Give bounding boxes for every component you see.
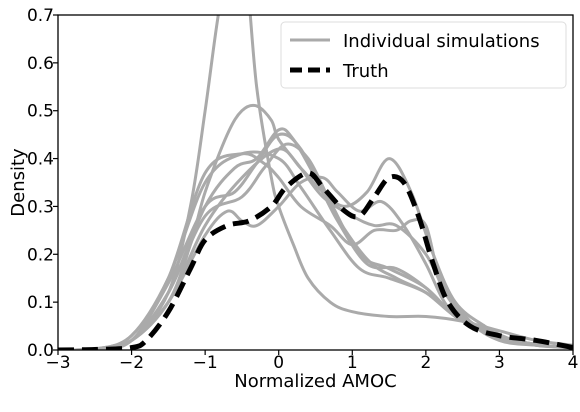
simulation-line-6 bbox=[58, 132, 573, 350]
x-tick-label: −3 bbox=[45, 353, 70, 373]
plot-frame bbox=[57, 14, 574, 351]
y-tick-label: 0.5 bbox=[27, 102, 54, 122]
simulation-line-9 bbox=[58, 175, 573, 350]
y-tick-label: 0.2 bbox=[27, 245, 54, 265]
plot-lines bbox=[58, 15, 573, 350]
x-tick-label: −2 bbox=[119, 353, 144, 373]
x-axis: −3 −2 −1 0 1 2 3 4 bbox=[45, 350, 578, 373]
y-axis: 0.0 0.1 0.2 0.3 0.4 0.5 0.6 0.7 bbox=[27, 6, 58, 361]
x-tick-label: 2 bbox=[420, 353, 431, 373]
x-tick-label: 0 bbox=[273, 353, 284, 373]
y-tick-label: 0.1 bbox=[27, 293, 54, 313]
legend: Individual simulations Truth bbox=[280, 21, 567, 89]
simulation-line-2 bbox=[58, 103, 573, 350]
x-axis-label: Normalized AMOC bbox=[234, 371, 396, 392]
legend-simulations-label: Individual simulations bbox=[343, 31, 540, 52]
y-tick-label: 0.7 bbox=[27, 6, 54, 26]
simulation-line-5 bbox=[58, 127, 573, 350]
y-axis-label: Density bbox=[8, 148, 29, 217]
x-tick-label: 1 bbox=[347, 353, 358, 373]
truth-line bbox=[58, 170, 573, 350]
x-tick-label: 3 bbox=[494, 353, 505, 373]
legend-truth-label: Truth bbox=[342, 61, 389, 82]
y-tick-label: 0.0 bbox=[27, 341, 54, 361]
x-tick-label: −1 bbox=[193, 353, 218, 373]
y-tick-label: 0.4 bbox=[27, 150, 54, 170]
x-tick-label: 4 bbox=[568, 353, 579, 373]
legend-box bbox=[280, 21, 567, 89]
y-tick-label: 0.3 bbox=[27, 197, 54, 217]
y-tick-label: 0.6 bbox=[27, 54, 54, 74]
